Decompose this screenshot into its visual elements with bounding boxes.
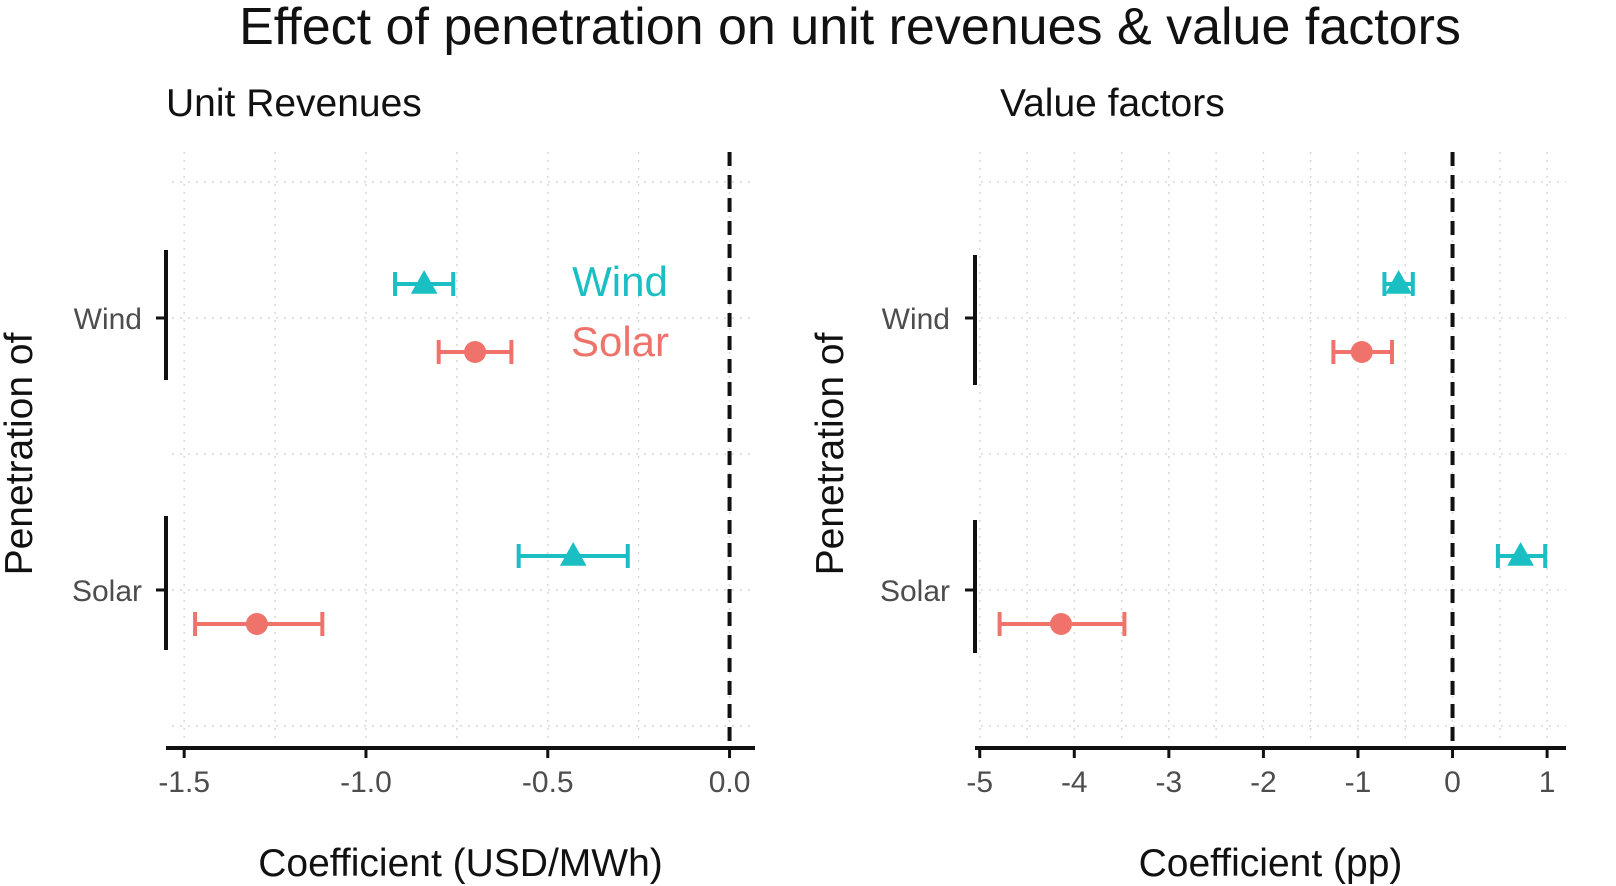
point-marker-solar	[245, 613, 268, 635]
point-marker-wind	[1385, 270, 1412, 294]
x-tick-label: -0.5	[522, 766, 574, 799]
panel-title: Value factors	[1000, 82, 1225, 125]
legend-entry-solar: Solar	[571, 318, 669, 365]
panel-value-factors: -5 -4 -3 -2 -1 0 1 Wind Solar Value factors Coeffi…	[809, 82, 1566, 885]
x-tick-label: -4	[1061, 766, 1088, 799]
y-tick-label: Wind	[882, 303, 950, 336]
y-axis-title: Penetration of	[809, 332, 852, 575]
point-marker-solar	[464, 341, 487, 363]
panel-title: Unit Revenues	[166, 82, 422, 125]
x-tick-label: -2	[1250, 766, 1277, 799]
x-tick-label: -3	[1156, 766, 1183, 799]
y-tick-label: Solar	[72, 575, 142, 608]
point-marker-solar	[1050, 613, 1073, 635]
point-marker-wind	[559, 542, 587, 566]
x-tick-label: 0	[1444, 766, 1461, 799]
x-axis-title: Coefficient (USD/MWh)	[258, 842, 663, 885]
point-marker-wind	[410, 270, 438, 294]
y-axis-title: Penetration of	[0, 332, 41, 575]
x-tick-label: 1	[1539, 766, 1556, 799]
x-tick-label: 0.0	[709, 766, 751, 799]
x-tick-label: -1.5	[158, 766, 210, 799]
x-tick-label: -1.0	[340, 766, 392, 799]
x-tick-label: -5	[966, 766, 993, 799]
figure-title: Effect of penetration on unit revenues &…	[239, 0, 1461, 56]
point-marker-solar	[1350, 341, 1373, 363]
legend-entry-wind: Wind	[572, 258, 668, 305]
point-marker-wind	[1507, 542, 1534, 566]
y-tick-label: Solar	[880, 575, 950, 608]
x-axis-title: Coefficient (pp)	[1139, 842, 1403, 885]
y-tick-label: Wind	[74, 303, 142, 336]
panel-unit-revenues: -1.5 -1.0 -0.5 0.0 Wind Solar Unit Revenues Coe…	[0, 82, 755, 885]
x-tick-label: -1	[1345, 766, 1372, 799]
